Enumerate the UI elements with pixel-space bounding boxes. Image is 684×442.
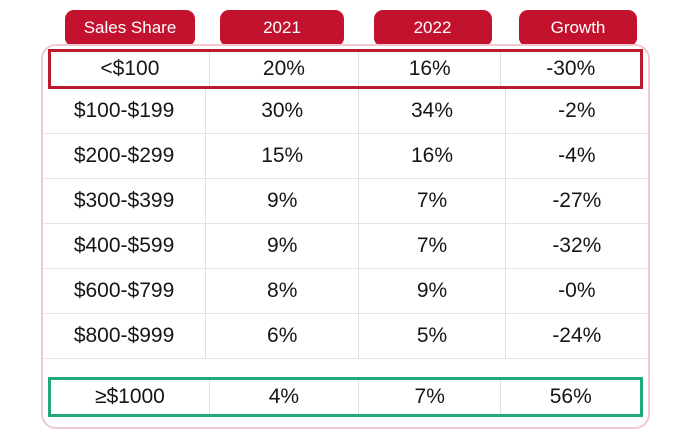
table-row: $600-$799 8% 9% -0% (43, 269, 648, 314)
header-pill-sales-share: Sales Share (65, 10, 195, 46)
row-value-cell: 4% (210, 380, 359, 414)
row-label-cell: $100-$199 (43, 89, 207, 133)
row-label-cell: $800-$999 (43, 314, 207, 358)
row-value-cell: 56% (549, 385, 592, 408)
row-label-cell: $300-$399 (43, 179, 207, 223)
row-value-cell: 8% (206, 269, 360, 313)
header-cell-growth: Growth (506, 10, 650, 46)
row-value-cell: 6% (206, 314, 360, 358)
table-row: $100-$199 30% 34% -2% (43, 89, 648, 134)
row-value-cell: 15% (206, 134, 360, 178)
row-value-cell: 9% (206, 224, 360, 268)
table-row: $200-$299 15% 16% -4% (43, 134, 648, 179)
row-value-cell: 9% (359, 269, 506, 313)
header-cell-2022: 2022 (359, 10, 506, 46)
row-value-cell: 30% (206, 89, 360, 133)
row-label-cell: $400-$599 (43, 224, 207, 268)
row-value-cell: -4% (558, 144, 596, 167)
row-value-cell: 7% (359, 380, 502, 414)
row-value-cell: -30% (546, 57, 596, 80)
row-value-cell: -27% (552, 189, 602, 212)
row-label-cell: <$100 (51, 52, 210, 86)
green-highlight-box: ≥$1000 4% 7% 56% (48, 377, 643, 417)
header-cell-2021: 2021 (205, 10, 359, 46)
row-value-cell: 20% (210, 52, 359, 86)
header-cell-sales-share: Sales Share (41, 10, 205, 46)
row-label-cell: ≥$1000 (51, 380, 210, 414)
row-value-cell: 7% (359, 179, 506, 223)
row-label-cell: $600-$799 (43, 269, 207, 313)
row-label-cell: $200-$299 (43, 134, 207, 178)
table-row: <$100 20% 16% -30% (51, 52, 640, 86)
row-value-cell: -2% (558, 99, 596, 122)
table-header-row: Sales Share 2021 2022 Growth (41, 10, 650, 46)
row-value-cell: -32% (552, 234, 602, 257)
red-highlight-box: <$100 20% 16% -30% (48, 49, 643, 89)
header-pill-growth: Growth (519, 10, 637, 46)
row-value-cell: 16% (359, 52, 502, 86)
table-row: $800-$999 6% 5% -24% (43, 314, 648, 359)
row-value-cell: -0% (558, 279, 596, 302)
header-pill-2021: 2021 (220, 10, 344, 46)
header-pill-2022: 2022 (373, 10, 492, 46)
row-value-cell: 5% (359, 314, 506, 358)
table-row: ≥$1000 4% 7% 56% (51, 380, 640, 414)
row-value-cell: 34% (359, 89, 506, 133)
row-value-cell: -24% (552, 324, 602, 347)
row-value-cell: 7% (359, 224, 506, 268)
row-value-cell: 16% (359, 134, 506, 178)
row-value-cell: 9% (206, 179, 360, 223)
table-row: $300-$399 9% 7% -27% (43, 179, 648, 224)
sales-share-table: <$100 20% 16% -30% $100-$199 30% 34% -2% $200-$2… (41, 44, 650, 429)
table-row: $400-$599 9% 7% -32% (43, 224, 648, 269)
